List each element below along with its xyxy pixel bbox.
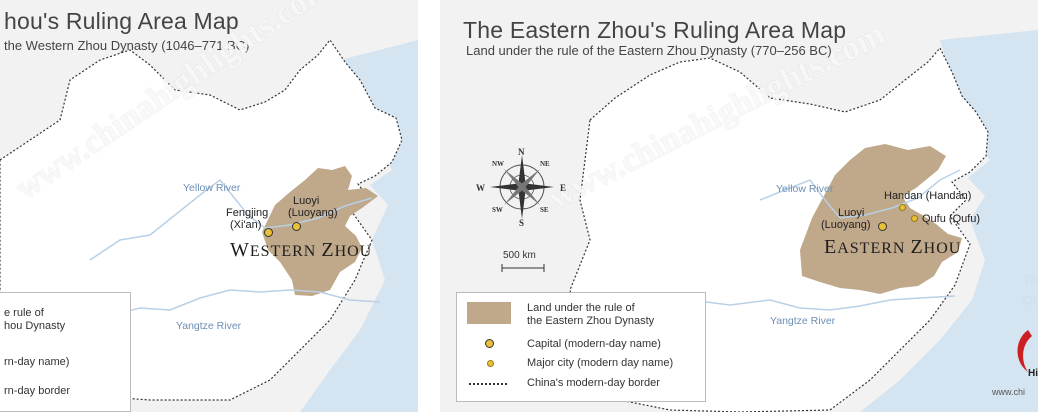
map-legend: e rule of hou Dynasty rn-day name) rn-da… <box>0 292 131 412</box>
eastern-zhou-territory <box>800 144 962 294</box>
yellow-river-label: Yellow River <box>776 183 834 195</box>
western-zhou-territory <box>262 166 378 296</box>
city-label-fengjing: Fengjing <box>226 207 269 219</box>
capital-luoyi-marker <box>292 222 301 231</box>
city-qufu-marker <box>911 215 918 222</box>
city-label-qufu: Qufu (Qufu) <box>922 213 981 225</box>
eastern-zhou-map-panel: The Eastern Zhou's Ruling Area Map Land … <box>440 0 1038 412</box>
legend-border-symbol <box>469 383 507 385</box>
legend-border: China's modern-day border <box>527 377 660 389</box>
map-subtitle: the Western Zhou Dynasty (1046–771 BC) <box>4 38 250 53</box>
yangtze-river <box>689 295 956 311</box>
legend-capital: rn-day name) <box>4 356 70 368</box>
scale-label: 500 km <box>503 250 536 261</box>
capital-luoyi-marker <box>878 222 887 231</box>
sea-area <box>860 30 1038 412</box>
city-label-luoyi: Luoyi <box>293 195 320 207</box>
compass-se: SE <box>540 206 549 214</box>
legend-capital-symbol <box>485 339 494 348</box>
map-title: hou's Ruling Area Map <box>4 8 239 34</box>
yellow-river-label: Yellow River <box>183 182 241 194</box>
compass-w: W <box>476 183 485 193</box>
city-label-fengjing-modern: (Xi'an) <box>230 219 262 231</box>
eastern-zhou-label: EASTERN ZHOU <box>824 236 962 258</box>
capital-fengjing-marker <box>264 228 273 237</box>
legend-area-line2: hou Dynasty <box>4 320 66 332</box>
city-label-luoyi: Luoyi <box>838 207 865 219</box>
compass-sw: SW <box>492 206 503 214</box>
compass-s: S <box>519 218 525 228</box>
logo-text: Hi <box>1028 368 1038 379</box>
legend-city-symbol <box>487 360 494 367</box>
compass-rose <box>490 155 554 219</box>
footer-url: www.chi <box>992 387 1026 397</box>
city-label-luoyi-modern: (Luoyang) <box>821 219 871 231</box>
city-handan-marker <box>899 204 906 211</box>
city-label-handan: Handan (Handan) <box>884 190 972 202</box>
legend-territory-swatch <box>467 302 511 324</box>
logo-swoosh <box>1017 330 1032 372</box>
western-zhou-label: WESTERN ZHOU <box>230 239 373 261</box>
legend-border: rn-day border <box>4 385 71 397</box>
compass-e: E <box>560 183 567 193</box>
yellow-river <box>89 178 373 261</box>
edge-text-ocean-1: Th <box>1022 272 1038 288</box>
legend-capital: Capital (modern-day name) <box>527 338 661 350</box>
scale-bar <box>501 264 545 272</box>
legend-major-city: Major city (modern day name) <box>527 357 674 369</box>
compass-ne: NE <box>540 160 550 168</box>
yellow-river <box>759 169 961 219</box>
yangtze-river-label: Yangtze River <box>770 315 836 327</box>
legend-area-line2: the Eastern Zhou Dynasty <box>527 315 655 327</box>
city-label-luoyi-modern: (Luoyang) <box>288 207 338 219</box>
map-title: The Eastern Zhou's Ruling Area Map <box>463 17 847 43</box>
western-zhou-map-panel: hou's Ruling Area Map the Western Zhou D… <box>0 0 418 412</box>
yangtze-river-label: Yangtze River <box>176 320 242 332</box>
compass-n: N <box>518 147 525 157</box>
legend-area-line1: e rule of <box>4 307 44 319</box>
map-subtitle: Land under the rule of the Eastern Zhou … <box>466 43 832 58</box>
map-legend: Land under the rule of the Eastern Zhou … <box>456 292 706 402</box>
compass-nw: NW <box>492 160 505 168</box>
legend-area-line1: Land under the rule of <box>527 302 635 314</box>
edge-text-ocean-2: Oc <box>1022 292 1038 308</box>
